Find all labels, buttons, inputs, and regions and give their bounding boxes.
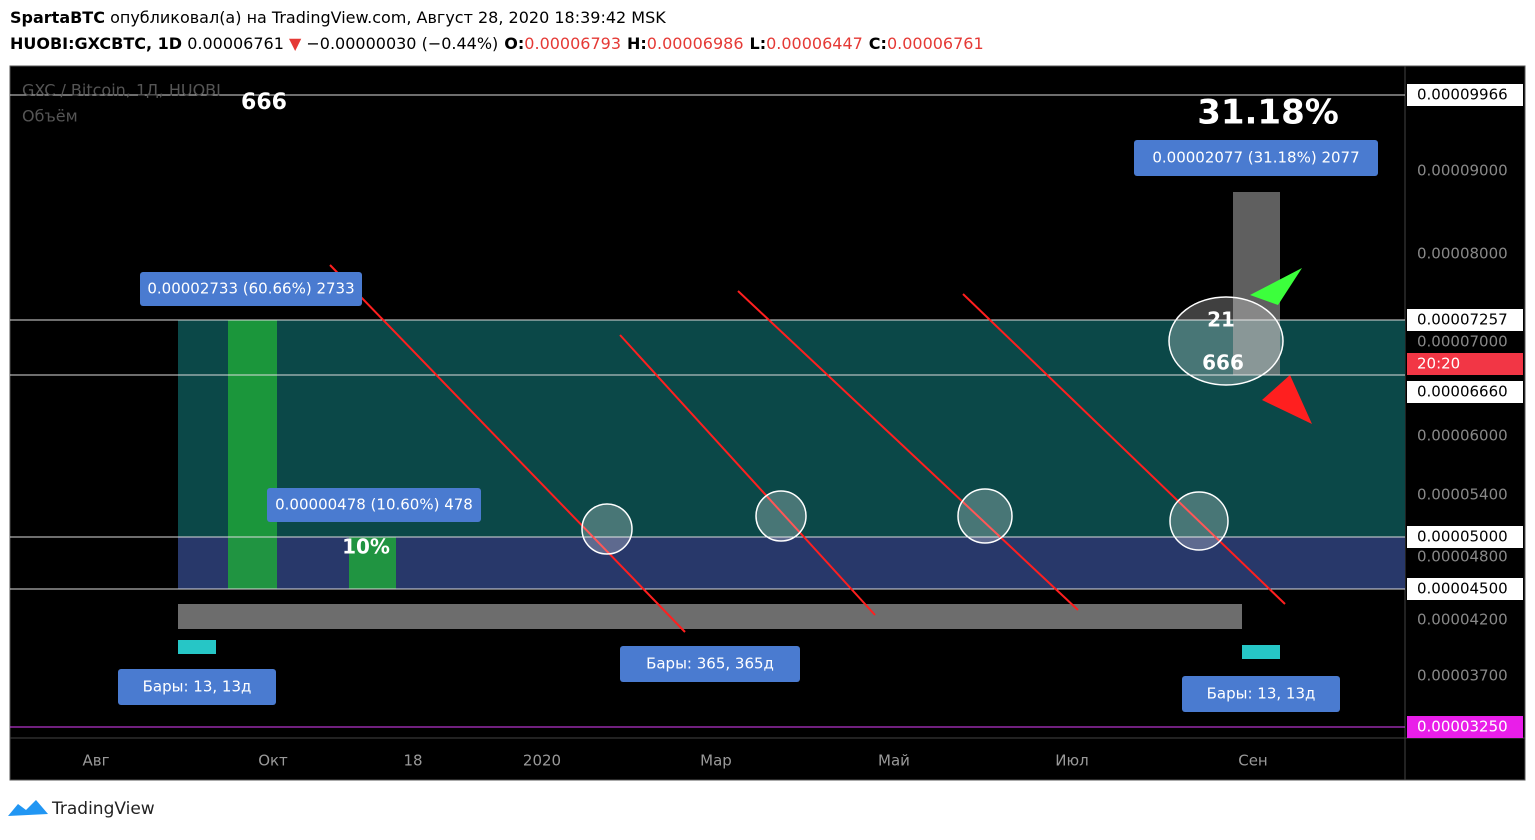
ticker-line: HUOBI:GXCBTC, 1D 0.00006761 ▼ −0.0000003… (10, 34, 984, 53)
measure-label-box (267, 488, 481, 522)
labels: 666 31.18% 10% 21 666 0.00002077 (31.18%) 207… (83, 84, 1523, 770)
ohlc-label: C: (869, 34, 887, 53)
price-label: 0.00007000 (1417, 333, 1508, 351)
annotation: 666 (1202, 351, 1244, 375)
time-label: 18 (403, 752, 422, 770)
price-label: 0.00009000 (1417, 162, 1508, 180)
annotation: 31.18% (1197, 93, 1339, 133)
price-label: 0.00003700 (1417, 667, 1508, 685)
author-line: SpartaBTC опубликовал(а) на TradingView.… (10, 8, 666, 27)
legend: GXC / Bitcoin, 1Д, HUOBI (22, 81, 221, 100)
annotation: 21 (1207, 308, 1235, 332)
ohlc-value: 0.00006761 (887, 34, 984, 53)
time-label: Авг (83, 752, 110, 770)
price-label: 0.00004800 (1417, 548, 1508, 566)
ohlc-label: L: (750, 34, 767, 53)
trend-lines (329, 264, 1286, 633)
annotation: 666 (241, 90, 287, 115)
bars-label-box (620, 646, 800, 682)
logo (8, 800, 48, 816)
range-bar (178, 604, 1242, 629)
price-label: 0.00006000 (1417, 427, 1508, 445)
price-box (1407, 309, 1523, 331)
ohlc-value: 0.00006986 (647, 34, 744, 53)
ohlc-value: 0.00006447 (766, 34, 863, 53)
price-label: 0.00005400 (1417, 486, 1508, 504)
time-label: Май (878, 752, 910, 770)
price-box (1407, 84, 1523, 106)
price: 0.00006761 (187, 34, 284, 53)
circles (581, 296, 1284, 555)
published: опубликовал(а) на TradingView.com, Авгус… (110, 8, 666, 27)
bars-label-box (1182, 676, 1340, 712)
time-label: Мар (700, 752, 732, 770)
price-label: 20:20 (1417, 355, 1460, 373)
author: SpartaBTC (10, 8, 105, 27)
measure-box (349, 537, 396, 589)
down-arrow: ▼ (284, 34, 306, 53)
bars-label-box (118, 669, 276, 705)
symbol: HUOBI:GXCBTC, 1D (10, 34, 182, 53)
measure-box (228, 320, 277, 589)
h-lines (10, 94, 1405, 590)
bars-label: Бары: 13, 13д (143, 678, 252, 696)
measure-label-box (140, 272, 362, 306)
price-box (1407, 526, 1523, 548)
change: −0.00000030 (−0.44%) (306, 34, 498, 53)
brand: TradingView (51, 799, 155, 819)
measure-label: 0.00002733 (60.66%) 2733 (147, 280, 354, 298)
bars-marker (178, 640, 216, 654)
ohlc: O:0.00006793 H:0.00006986 L:0.00006447 C:0.… (504, 34, 983, 53)
up-arrow (1250, 268, 1302, 305)
bars-label: Бары: 365, 365д (646, 655, 774, 673)
price-label: 0.00008000 (1417, 245, 1508, 263)
ohlc-value: 0.00006793 (524, 34, 621, 53)
price-box (1407, 716, 1523, 738)
time-label: Окт (258, 752, 288, 770)
bars-marker (1242, 645, 1280, 659)
price-label: 0.00007257 (1417, 311, 1508, 329)
price-label: 0.00009966 (1417, 86, 1508, 104)
volume-label: Объём (22, 107, 78, 126)
bars-label: Бары: 13, 13д (1207, 685, 1316, 703)
ohlc-label: O: (504, 34, 524, 53)
price-box (1407, 353, 1523, 375)
time-label: Июл (1055, 752, 1088, 770)
ohlc-label: H: (627, 34, 647, 53)
price-box (1407, 578, 1523, 600)
price-label: 0.00004500 (1417, 580, 1508, 598)
price-label: 0.00006660 (1417, 383, 1508, 401)
time-label: 2020 (523, 752, 561, 770)
measure-label: 0.00002077 (31.18%) 2077 (1152, 149, 1359, 167)
price-label: 0.00003250 (1417, 718, 1508, 736)
price-label: 0.00005000 (1417, 528, 1508, 546)
down-arrow-mark (1262, 375, 1312, 424)
annotation: 10% (342, 535, 390, 559)
measure-label-box (1134, 140, 1378, 176)
price-label: 0.00004200 (1417, 611, 1508, 629)
price-box (1407, 381, 1523, 403)
time-label: Сен (1238, 752, 1268, 770)
measure-label: 0.00000478 (10.60%) 478 (275, 496, 473, 514)
